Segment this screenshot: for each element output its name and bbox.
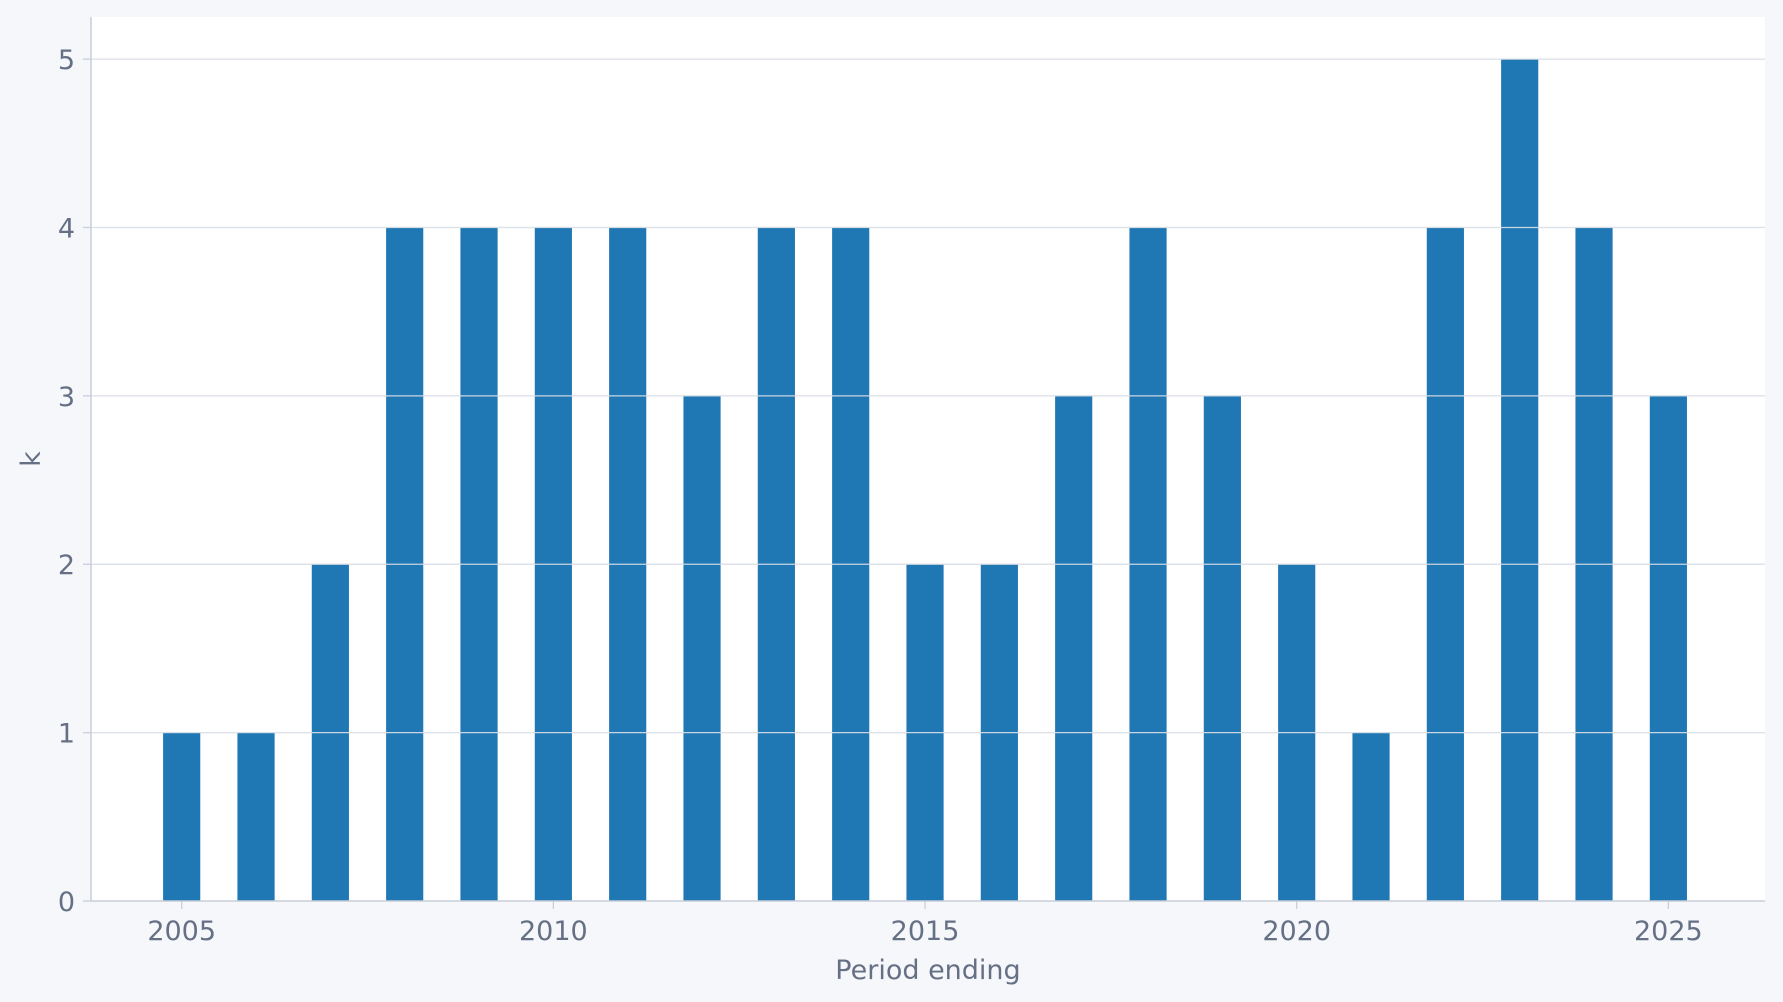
x-tick-label: 2020 [1262,916,1331,947]
x-tick-label: 2015 [891,916,960,947]
y-tick-label: 2 [58,550,75,581]
y-tick-label: 5 [58,45,75,76]
y-tick-label: 1 [58,719,75,750]
bar-2021 [1352,732,1390,901]
bars [91,58,1765,902]
y-tick-label: 3 [58,382,75,413]
bar-2023 [1501,59,1539,902]
bar-2012 [683,395,721,901]
bar-2019 [1203,395,1241,901]
x-tick-label: 2005 [147,916,216,947]
bar-2006 [237,732,275,901]
x-tick-label: 2025 [1634,916,1703,947]
bar-2017 [1055,395,1093,901]
x-tick-label: 2010 [519,916,588,947]
y-ticks: 0 1 2 3 4 5 [58,45,91,918]
y-tick-label: 0 [58,887,75,918]
y-tick-label: 4 [58,213,75,244]
x-ticks: 2005 2010 2015 2020 2025 [147,901,1703,947]
y-axis-title: k [16,451,47,467]
gridlines-overlay [91,58,1765,734]
x-axis-title: Period ending [835,955,1020,986]
bar-2025 [1649,395,1687,901]
bar-2005 [163,732,201,901]
